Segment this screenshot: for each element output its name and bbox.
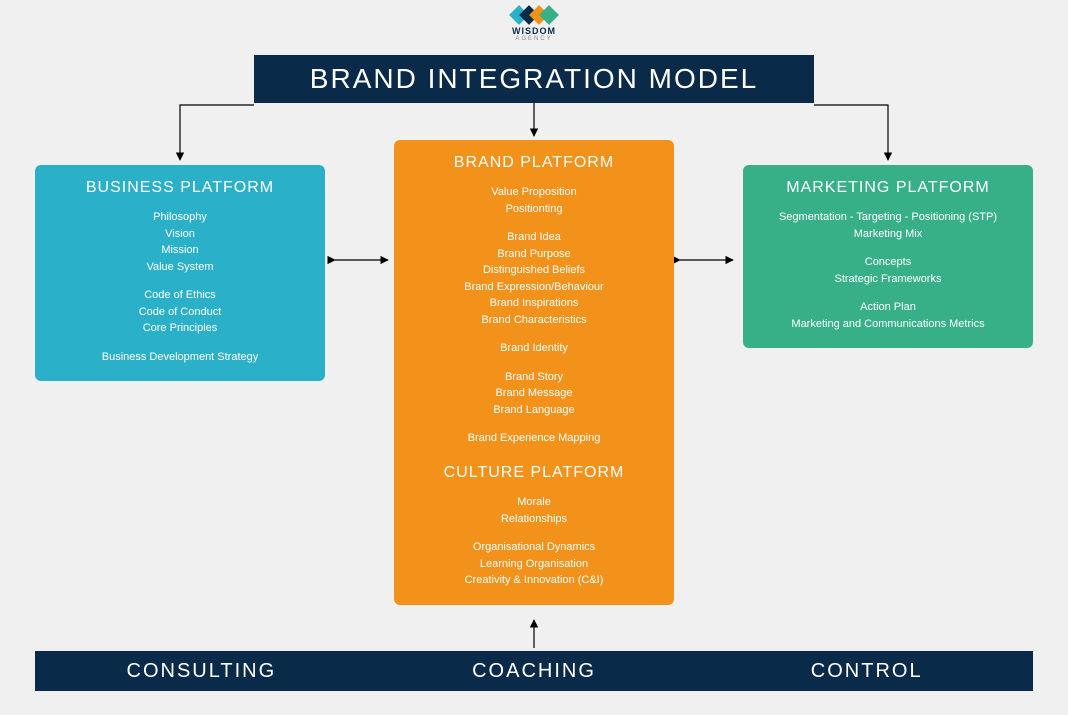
item-group: PhilosophyVisionMissionValue System <box>47 209 313 275</box>
platform-item: Marketing Mix <box>755 226 1021 243</box>
item-group: Organisational DynamicsLearning Organisa… <box>406 539 662 589</box>
platform-item: Code of Ethics <box>47 287 313 304</box>
platform-item: Action Plan <box>755 299 1021 316</box>
platform-item: Brand Language <box>406 402 662 419</box>
platform-item: Mission <box>47 242 313 259</box>
platform-item: Morale <box>406 494 662 511</box>
business-title: BUSINESS PLATFORM <box>47 179 313 197</box>
item-group: MoraleRelationships <box>406 494 662 527</box>
platform-item: Brand Purpose <box>406 246 662 263</box>
footer-consulting: CONSULTING <box>35 660 368 683</box>
platform-item: Segmentation - Targeting - Positioning (… <box>755 209 1021 226</box>
platform-item: Organisational Dynamics <box>406 539 662 556</box>
brand-platform: BRAND PLATFORM Value PropositionPosition… <box>394 140 674 463</box>
platform-item: Philosophy <box>47 209 313 226</box>
platform-item: Value System <box>47 259 313 276</box>
logo-name: WISDOM <box>512 26 556 36</box>
logo: WISDOM AGENCY <box>512 8 556 42</box>
business-platform: BUSINESS PLATFORM PhilosophyVisionMissio… <box>35 165 325 381</box>
platform-item: Brand Story <box>406 369 662 386</box>
logo-sub: AGENCY <box>512 36 556 42</box>
marketing-groups: Segmentation - Targeting - Positioning (… <box>755 209 1021 332</box>
marketing-platform: MARKETING PLATFORM Segmentation - Target… <box>743 165 1033 348</box>
footer-coaching: COACHING <box>368 660 701 683</box>
item-group: Brand IdeaBrand PurposeDistinguished Bel… <box>406 229 662 328</box>
culture-title: CULTURE PLATFORM <box>406 464 662 482</box>
item-group: Code of EthicsCode of ConductCore Princi… <box>47 287 313 337</box>
platform-item: Brand Inspirations <box>406 295 662 312</box>
item-group: Segmentation - Targeting - Positioning (… <box>755 209 1021 242</box>
brand-title: BRAND PLATFORM <box>406 154 662 172</box>
item-group: Value PropositionPositionting <box>406 184 662 217</box>
title-text: BRAND INTEGRATION MODEL <box>310 63 758 95</box>
platform-item: Brand Idea <box>406 229 662 246</box>
title-bar: BRAND INTEGRATION MODEL <box>254 55 814 103</box>
item-group: Business Development Strategy <box>47 349 313 366</box>
platform-item: Marketing and Communications Metrics <box>755 316 1021 333</box>
platform-item: Vision <box>47 226 313 243</box>
platform-item: Brand Message <box>406 385 662 402</box>
platform-item: Value Proposition <box>406 184 662 201</box>
item-group: Brand Identity <box>406 340 662 357</box>
culture-groups: MoraleRelationships Organisational Dynami… <box>406 494 662 589</box>
brand-groups: Value PropositionPositiontingBrand IdeaB… <box>406 184 662 447</box>
platform-item: Brand Characteristics <box>406 312 662 329</box>
platform-item: Distinguished Beliefs <box>406 262 662 279</box>
item-group: Brand StoryBrand MessageBrand Language <box>406 369 662 419</box>
platform-item: Positionting <box>406 201 662 218</box>
platform-item: Brand Experience Mapping <box>406 430 662 447</box>
item-group: Brand Experience Mapping <box>406 430 662 447</box>
marketing-title: MARKETING PLATFORM <box>755 179 1021 197</box>
culture-platform: CULTURE PLATFORM MoraleRelationships Orga… <box>394 450 674 605</box>
footer-bar: CONSULTING COACHING CONTROL <box>35 651 1033 691</box>
business-groups: PhilosophyVisionMissionValue System Code … <box>47 209 313 365</box>
platform-item: Relationships <box>406 511 662 528</box>
platform-item: Concepts <box>755 254 1021 271</box>
platform-item: Core Principles <box>47 320 313 337</box>
platform-item: Strategic Frameworks <box>755 271 1021 288</box>
platform-item: Creativity & Innovation (C&I) <box>406 572 662 589</box>
platform-item: Brand Identity <box>406 340 662 357</box>
platform-item: Business Development Strategy <box>47 349 313 366</box>
platform-item: Code of Conduct <box>47 304 313 321</box>
footer-control: CONTROL <box>700 660 1033 683</box>
item-group: ConceptsStrategic Frameworks <box>755 254 1021 287</box>
logo-icon <box>512 8 556 22</box>
platform-item: Brand Expression/Behaviour <box>406 279 662 296</box>
item-group: Action PlanMarketing and Communications … <box>755 299 1021 332</box>
platform-item: Learning Organisation <box>406 556 662 573</box>
